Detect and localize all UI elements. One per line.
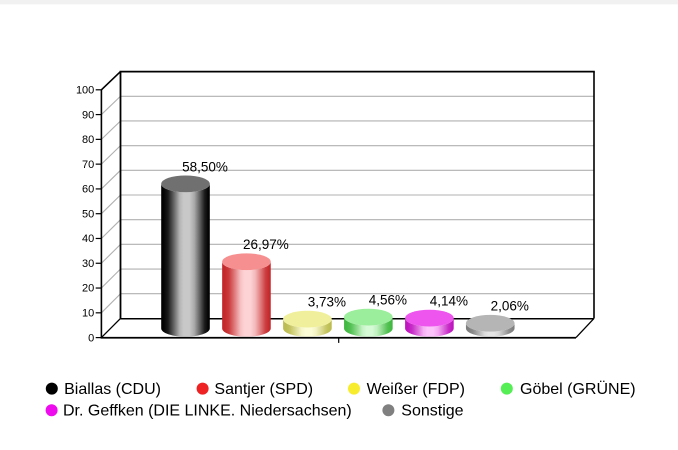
svg-text:30: 30: [82, 258, 94, 270]
svg-text:Dr. Geffken (DIE LINKE. Nieder: Dr. Geffken (DIE LINKE. Niedersachsen): [63, 403, 352, 420]
svg-text:70: 70: [82, 159, 94, 171]
svg-text:Göbel (GRÜNE): Göbel (GRÜNE): [520, 380, 636, 398]
svg-text:58,50%: 58,50%: [182, 159, 228, 174]
svg-text:Weißer (FDP): Weißer (FDP): [367, 381, 465, 398]
svg-text:50: 50: [82, 208, 94, 220]
svg-text:40: 40: [82, 233, 94, 245]
svg-text:10: 10: [82, 308, 94, 320]
svg-text:Sonstige: Sonstige: [401, 403, 463, 420]
svg-text:80: 80: [82, 134, 94, 146]
svg-text:3,73%: 3,73%: [308, 295, 346, 310]
svg-text:2,06%: 2,06%: [491, 299, 529, 314]
svg-text:Biallas (CDU): Biallas (CDU): [64, 381, 161, 398]
svg-text:60: 60: [82, 184, 94, 196]
svg-text:26,97%: 26,97%: [243, 237, 289, 252]
svg-text:100: 100: [76, 85, 94, 97]
svg-text:4,56%: 4,56%: [369, 292, 407, 307]
svg-text:20: 20: [82, 283, 94, 295]
svg-text:Santjer (SPD): Santjer (SPD): [214, 381, 313, 398]
svg-text:90: 90: [82, 109, 94, 121]
svg-text:4,14%: 4,14%: [430, 294, 468, 309]
svg-text:0: 0: [88, 332, 94, 344]
